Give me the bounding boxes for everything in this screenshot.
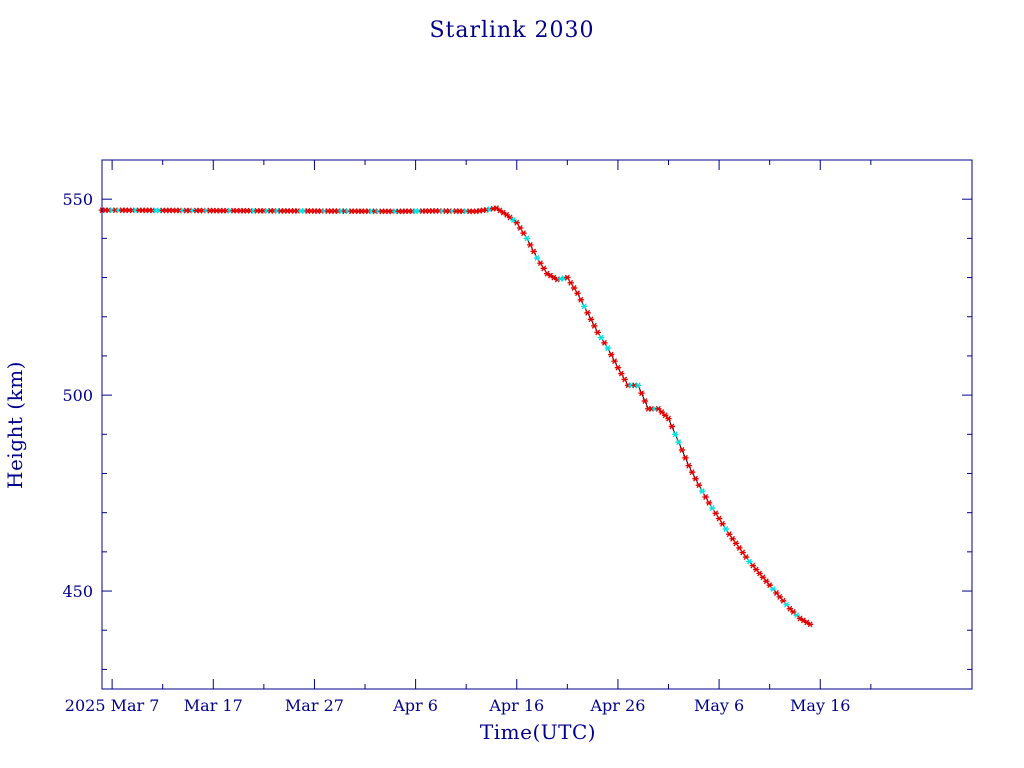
data-point [712, 510, 719, 517]
data-point [621, 376, 628, 383]
x-tick-label: Apr 6 [392, 696, 438, 715]
series-line [102, 207, 811, 625]
y-tick-label: 550 [62, 190, 93, 209]
data-point [715, 515, 723, 522]
data-point [736, 544, 743, 551]
data-point [661, 412, 669, 419]
data-point [604, 345, 612, 352]
data-point [587, 316, 595, 323]
data-point [806, 621, 814, 628]
data-point [692, 475, 699, 482]
data-point [655, 405, 662, 412]
tick-labels: 2025 Mar 7 Mar 17 Mar 27 Apr 6 Apr 16 Apr 26 M… [62, 190, 850, 715]
x-tick-label: Apr 16 [488, 696, 544, 715]
data-point [584, 309, 591, 316]
data-point [614, 364, 622, 371]
data-point [678, 447, 686, 453]
data-point [668, 423, 676, 430]
data-point [540, 265, 547, 272]
data-point [732, 540, 740, 547]
x-tick-label: Mar 17 [184, 696, 243, 715]
data-point [699, 488, 706, 495]
data-point [634, 382, 642, 389]
data-point [570, 285, 578, 291]
plot-frame [101, 159, 973, 690]
data-point [618, 370, 625, 377]
data-point [695, 482, 703, 489]
data-point [729, 535, 736, 542]
chart-title: Starlink 2030 [429, 18, 594, 43]
data-point [581, 303, 588, 310]
data-point [726, 531, 733, 538]
data-point [641, 398, 649, 404]
x-tick-label: Mar 27 [285, 696, 344, 715]
data-point [722, 526, 730, 532]
data-point [682, 454, 689, 461]
data-point [786, 605, 794, 612]
y-axis-label: Height (km) [3, 361, 27, 489]
data-point [594, 329, 601, 336]
data-point [527, 241, 534, 248]
data-point [516, 224, 524, 231]
data-point [611, 358, 618, 365]
data-point [688, 469, 696, 476]
data-point [790, 608, 797, 615]
data-point [719, 520, 726, 527]
data-point [638, 390, 645, 397]
x-tick-label: May 6 [694, 696, 744, 715]
data-point [564, 274, 571, 281]
data-point [537, 260, 544, 267]
data-point [513, 219, 520, 226]
y-tick-label: 450 [62, 582, 93, 601]
x-tick-label: May 16 [790, 696, 850, 715]
axis-ticks [102, 160, 972, 689]
data-point [672, 431, 679, 438]
data-point [709, 505, 716, 512]
data-point [702, 494, 709, 500]
data-point [591, 322, 598, 329]
data-point [685, 462, 692, 469]
data-point [793, 612, 800, 619]
data-point [705, 499, 713, 506]
data-point [567, 279, 574, 286]
data-point [523, 235, 531, 242]
x-tick-label: 2025 Mar 7 [65, 696, 160, 715]
data-point [675, 439, 682, 446]
x-axis-label: Time(UTC) [480, 720, 596, 744]
data-point [601, 339, 608, 346]
data-point [739, 549, 746, 556]
data-point [577, 296, 585, 303]
data-point [574, 290, 581, 297]
y-tick-label: 500 [62, 386, 93, 405]
data-point [742, 554, 750, 561]
data-point [665, 415, 672, 422]
data-point [520, 230, 527, 237]
data-point [533, 255, 541, 261]
data-point [658, 409, 665, 416]
x-tick-label: Apr 26 [589, 696, 645, 715]
data-point [607, 351, 615, 358]
data-point [597, 334, 605, 341]
data-point [530, 248, 537, 255]
plot-area [98, 205, 814, 628]
